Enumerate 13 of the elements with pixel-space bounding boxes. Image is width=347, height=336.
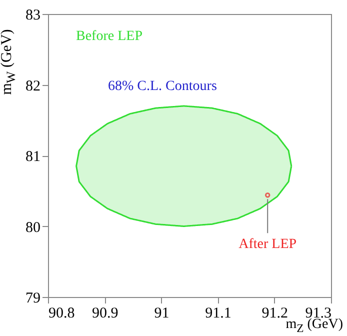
- y-tick-label: 80: [26, 220, 40, 236]
- x-tick-label: 90.8: [48, 306, 75, 322]
- text: After LEP: [238, 237, 297, 252]
- x-tick-label: 91: [154, 306, 170, 322]
- y-tick-label: 82: [26, 78, 40, 94]
- x-tick-label: 90.9: [92, 306, 118, 322]
- y-tick-label: 81: [26, 149, 40, 165]
- x-tick-label: 91.2: [262, 306, 288, 322]
- text: Before LEP: [76, 29, 143, 44]
- annotation: 68% C.L. Contours: [108, 79, 217, 94]
- y-tick-label: 83: [26, 8, 40, 24]
- y-tick-label: 79: [26, 290, 40, 306]
- x-tick-label: 91.1: [205, 306, 232, 322]
